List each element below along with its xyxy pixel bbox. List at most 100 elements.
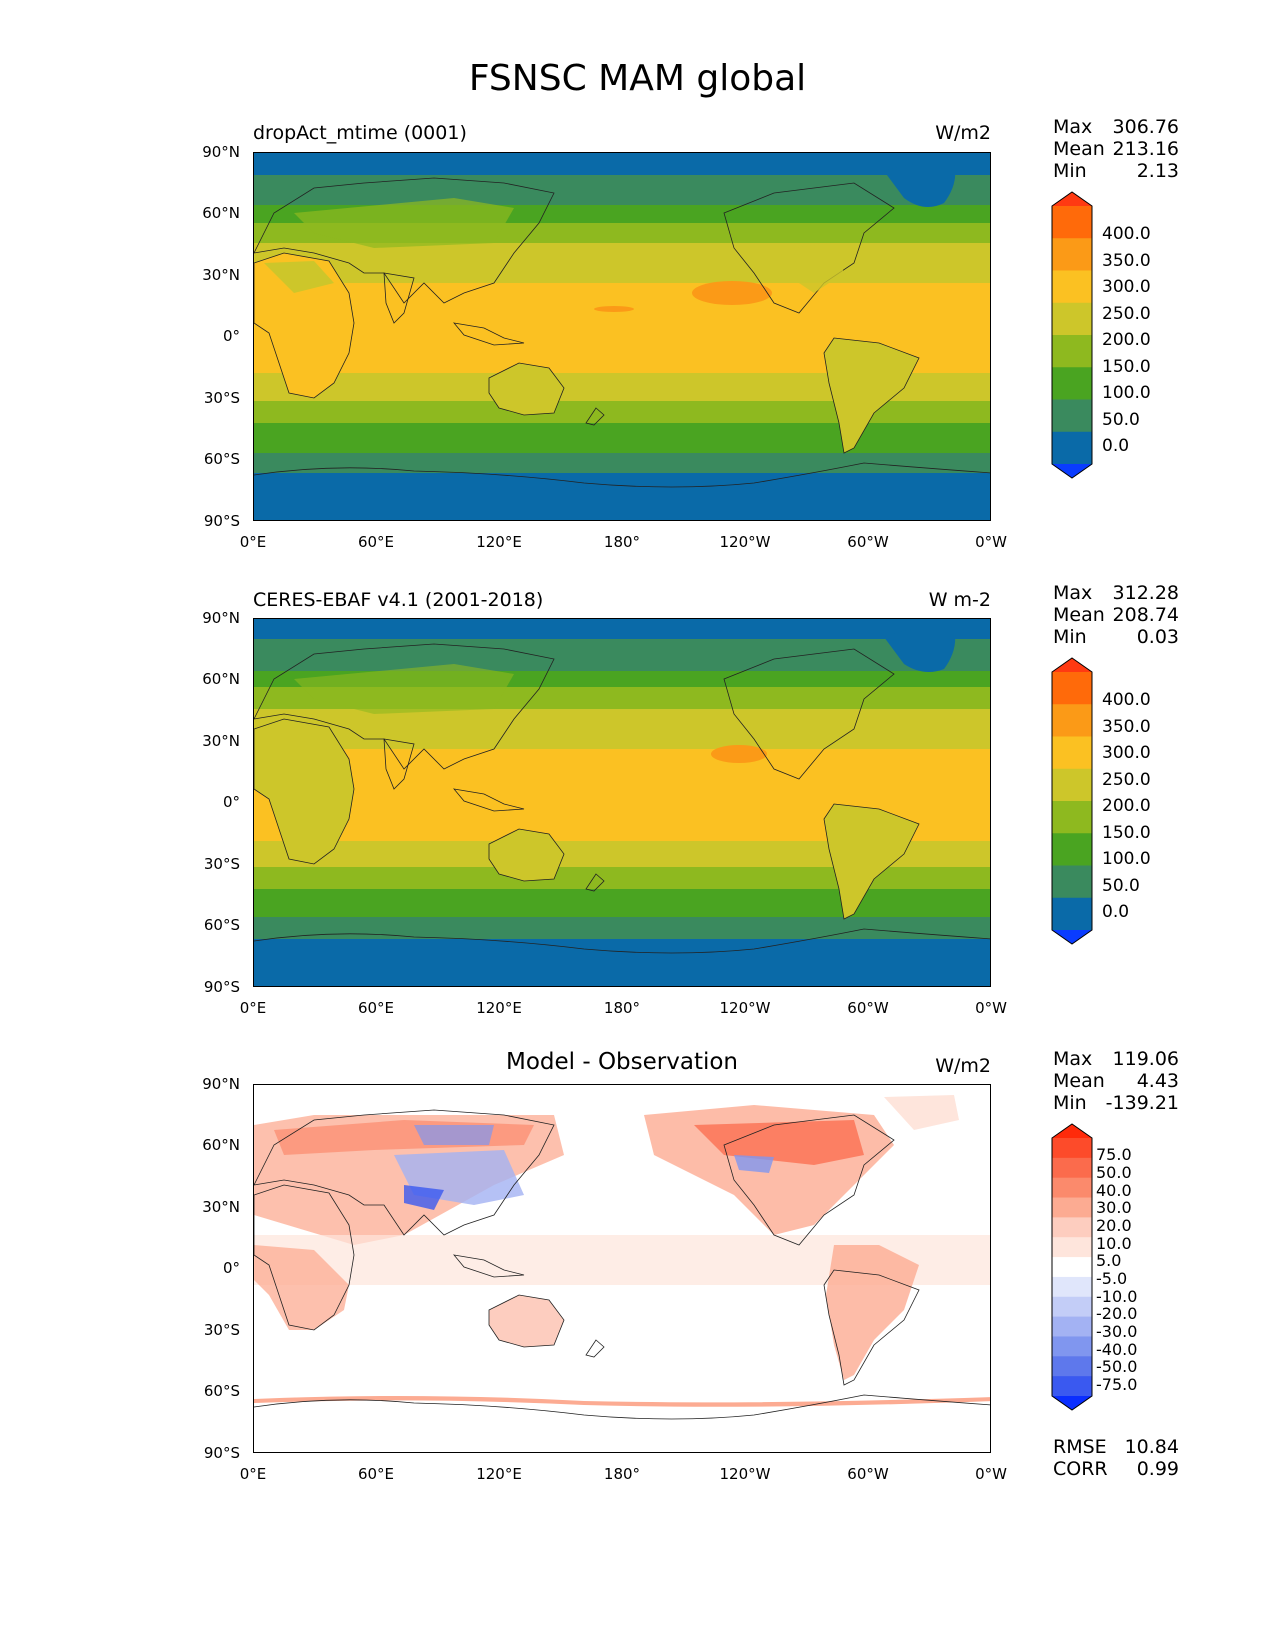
colorbar-label: 5.0: [1096, 1251, 1122, 1270]
stat-min: Min -139.21: [1053, 1092, 1179, 1114]
colorbar-segment: [1052, 865, 1092, 899]
lat-tick: 90°S: [203, 512, 240, 530]
colorbar-label: 0.0: [1102, 902, 1130, 922]
panel-1-colorbar: [1051, 191, 1093, 479]
colorbar-segment: [1052, 1276, 1092, 1298]
colorbar-label: -50.0: [1096, 1357, 1138, 1376]
colorbar-segment: [1052, 704, 1092, 737]
panel-3-units: W/m2: [935, 1055, 991, 1077]
lat-tick: 0°: [222, 327, 240, 345]
lon-tick: 0°E: [239, 1465, 267, 1483]
colorbar-label: 350.0: [1102, 251, 1151, 271]
lon-tick: 60°W: [847, 533, 889, 551]
colorbar-segment: [1052, 1138, 1092, 1159]
stat-min: Min 0.03: [1053, 626, 1179, 648]
colorbar-label: 200.0: [1102, 330, 1151, 350]
lat-tick: 60°S: [203, 1382, 240, 1400]
lon-tick: 60°E: [357, 1465, 395, 1483]
lat-tick: 60°S: [203, 916, 240, 934]
colorbar-label: 400.0: [1102, 224, 1151, 244]
lat-tick: 60°N: [202, 204, 240, 222]
colorbar-label: 75.0: [1096, 1145, 1132, 1164]
lat-tick: 0°: [222, 793, 240, 811]
colorbar-label: 30.0: [1096, 1198, 1132, 1217]
colorbar-label: 20.0: [1096, 1216, 1132, 1235]
colorbar-segment: [1052, 335, 1092, 368]
colorbar-label: 100.0: [1102, 849, 1151, 869]
stat-max: Max 312.28: [1053, 582, 1179, 604]
panel-2-map: [253, 618, 991, 987]
panel-1-map: [253, 152, 991, 521]
colorbar-segment: [1052, 367, 1092, 400]
lon-tick: 0°W: [975, 999, 1007, 1017]
stat-mean: Mean 4.43: [1053, 1070, 1179, 1092]
colorbar-segment: [1052, 399, 1092, 433]
lon-tick: 0°W: [975, 533, 1007, 551]
colorbar-segment: [1052, 1257, 1092, 1278]
colorbar-segment: [1052, 1197, 1092, 1218]
lat-tick: 30°N: [202, 266, 240, 284]
colorbar-label: 150.0: [1102, 823, 1151, 843]
panel-3-map-field: [254, 1085, 990, 1452]
colorbar-segment: [1052, 736, 1092, 770]
lon-tick: 180°: [603, 533, 641, 551]
colorbar-extend-bottom: [1052, 464, 1092, 478]
panel-2-units: W m-2: [928, 589, 991, 611]
colorbar-label: 250.0: [1102, 304, 1151, 324]
lat-tick: 30°S: [203, 389, 240, 407]
lat-tick: 30°S: [203, 855, 240, 873]
colorbar-label: 50.0: [1102, 410, 1140, 430]
lat-tick: 30°N: [202, 732, 240, 750]
panel-2-title: CERES-EBAF v4.1 (2001-2018): [253, 589, 544, 611]
lat-tick: 60°N: [202, 1136, 240, 1154]
colorbar-segment: [1052, 1177, 1092, 1199]
lon-tick: 120°E: [476, 1465, 522, 1483]
colorbar-outline: [1051, 657, 1093, 945]
colorbar-label: 300.0: [1102, 743, 1151, 763]
stat-max: Max 306.76: [1053, 116, 1179, 138]
stat-rmse: RMSE 10.84: [1053, 1436, 1179, 1458]
stat-max: Max 119.06: [1053, 1048, 1179, 1070]
colorbar-segment: [1052, 1237, 1092, 1258]
colorbar-extend-bottom: [1052, 930, 1092, 944]
panel-1-stats: Max 306.76 Mean 213.16 Min 2.13: [1053, 116, 1179, 182]
colorbar-label: 350.0: [1102, 717, 1151, 737]
panel-2-map-field: [254, 619, 990, 986]
lat-tick: 90°S: [203, 1444, 240, 1462]
lat-tick: 60°S: [203, 450, 240, 468]
colorbar-segment: [1052, 1316, 1092, 1337]
colorbar-label: 10.0: [1096, 1234, 1132, 1253]
figure-title: FSNSC MAM global: [468, 58, 807, 99]
colorbar-label: 200.0: [1102, 796, 1151, 816]
lon-tick: 120°W: [719, 533, 771, 551]
lat-tick: 60°N: [202, 670, 240, 688]
panel-3-stats: Max 119.06 Mean 4.43 Min -139.21: [1053, 1048, 1179, 1114]
panel-2-colorbar: [1051, 657, 1093, 945]
stat-min: Min 2.13: [1053, 160, 1179, 182]
stat-mean: Mean 208.74: [1053, 604, 1179, 626]
colorbar-segment: [1052, 833, 1092, 866]
colorbar-label: -20.0: [1096, 1304, 1138, 1323]
lat-tick: 30°N: [202, 1198, 240, 1216]
lat-tick: 0°: [222, 1259, 240, 1277]
colorbar-segment: [1052, 238, 1092, 271]
lon-tick: 180°: [603, 999, 641, 1017]
panel-3-title: Model - Observation: [505, 1049, 739, 1075]
colorbar-segment: [1052, 270, 1092, 304]
colorbar-outline: [1051, 191, 1093, 479]
colorbar-segment: [1052, 768, 1092, 802]
lon-tick: 0°W: [975, 1465, 1007, 1483]
colorbar-segment: [1052, 1336, 1092, 1357]
colorbar-label: -40.0: [1096, 1340, 1138, 1359]
lat-tick: 90°N: [202, 143, 240, 161]
lon-tick: 60°E: [357, 999, 395, 1017]
colorbar-label: -5.0: [1096, 1269, 1128, 1288]
lon-tick: 120°E: [476, 533, 522, 551]
colorbar-segment: [1052, 206, 1092, 239]
lon-tick: 120°E: [476, 999, 522, 1017]
colorbar-label: 50.0: [1096, 1163, 1132, 1182]
colorbar-segment: [1052, 897, 1092, 931]
colorbar-segment: [1052, 431, 1092, 465]
panel-1-title: dropAct_mtime (0001): [253, 122, 467, 144]
colorbar-segment: [1052, 1296, 1092, 1318]
